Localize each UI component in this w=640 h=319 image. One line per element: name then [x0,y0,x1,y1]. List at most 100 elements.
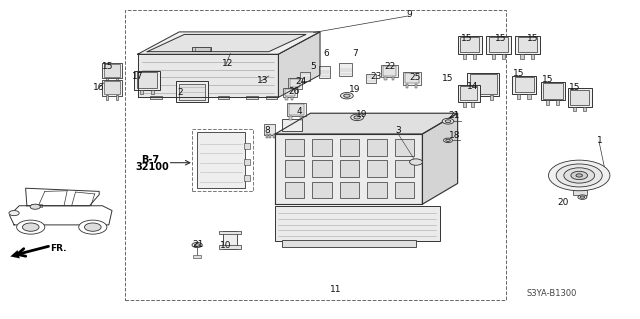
Bar [179,84,205,100]
Bar [283,88,297,97]
Text: 20: 20 [557,198,569,207]
Text: B-7: B-7 [141,155,159,165]
Bar [104,81,120,94]
Bar [285,139,304,156]
Bar [367,182,387,198]
Circle shape [17,220,45,234]
Circle shape [564,168,595,183]
Bar [515,36,540,54]
Bar [264,124,275,135]
Bar [102,63,122,78]
Bar [282,119,302,131]
Text: 11: 11 [330,285,341,294]
Bar [151,90,154,94]
Bar [176,81,208,102]
Bar [573,107,576,111]
Bar [490,95,493,100]
Bar [463,102,466,107]
Bar [244,143,250,149]
Bar [193,255,201,258]
Polygon shape [275,134,422,204]
Bar [502,54,505,59]
Bar [458,36,482,54]
Circle shape [576,174,582,177]
Bar [312,182,332,198]
Bar [384,77,387,80]
Bar [312,160,332,177]
Bar [460,86,477,100]
Polygon shape [147,34,306,52]
Polygon shape [138,54,278,97]
Text: 15: 15 [102,63,113,71]
Circle shape [445,120,451,122]
Text: 15: 15 [569,83,580,92]
Bar [285,182,304,198]
Circle shape [580,196,585,198]
Bar [290,79,300,87]
Polygon shape [278,32,320,97]
Bar [115,95,118,100]
Bar [282,240,416,247]
Bar [489,37,508,52]
Circle shape [79,220,107,234]
Text: 32100: 32100 [136,162,169,172]
Text: 5: 5 [311,63,316,71]
Bar [520,54,524,59]
Text: 15: 15 [527,34,539,43]
Text: 22: 22 [385,63,396,71]
Text: S3YA-B1300: S3YA-B1300 [527,289,577,298]
Bar [289,104,304,115]
Bar [285,160,304,177]
Bar [340,160,359,177]
Text: 21: 21 [193,240,204,249]
Text: 18: 18 [449,131,460,140]
Bar [367,160,387,177]
Bar [403,72,421,85]
Text: 15: 15 [495,34,506,43]
Text: 10: 10 [220,241,231,250]
Bar [395,139,414,156]
Text: 3: 3 [396,126,401,135]
Bar [517,94,520,99]
Bar [518,37,537,52]
Bar [546,100,549,105]
Bar [486,36,511,54]
Bar [289,116,292,120]
Bar [125,10,506,300]
Polygon shape [26,188,99,206]
Text: 16: 16 [93,83,105,92]
Circle shape [22,223,39,231]
Circle shape [445,139,451,142]
Bar [291,88,293,92]
Text: 8: 8 [265,126,270,135]
Bar [219,245,241,249]
Text: 4: 4 [297,107,302,116]
Bar [246,96,258,99]
Text: 6: 6 [324,49,329,58]
Bar [415,84,417,88]
Text: 14: 14 [467,82,478,91]
Circle shape [556,164,602,187]
Circle shape [340,93,353,99]
Bar [392,77,394,80]
Bar [104,64,120,77]
Circle shape [192,242,202,248]
Bar [512,76,536,94]
Bar [140,90,143,94]
Polygon shape [10,206,112,225]
Bar [288,78,302,89]
Bar [218,96,229,99]
Bar [340,182,359,198]
Text: 26: 26 [289,87,300,96]
Polygon shape [275,113,458,134]
Circle shape [442,118,454,124]
Bar [460,37,479,52]
Text: 19: 19 [356,110,367,119]
Bar [192,129,253,191]
Circle shape [354,116,360,119]
Text: 21: 21 [449,111,460,120]
Text: 9: 9 [407,10,412,19]
Bar [556,100,559,105]
Bar [541,82,565,100]
Text: 15: 15 [461,34,473,43]
